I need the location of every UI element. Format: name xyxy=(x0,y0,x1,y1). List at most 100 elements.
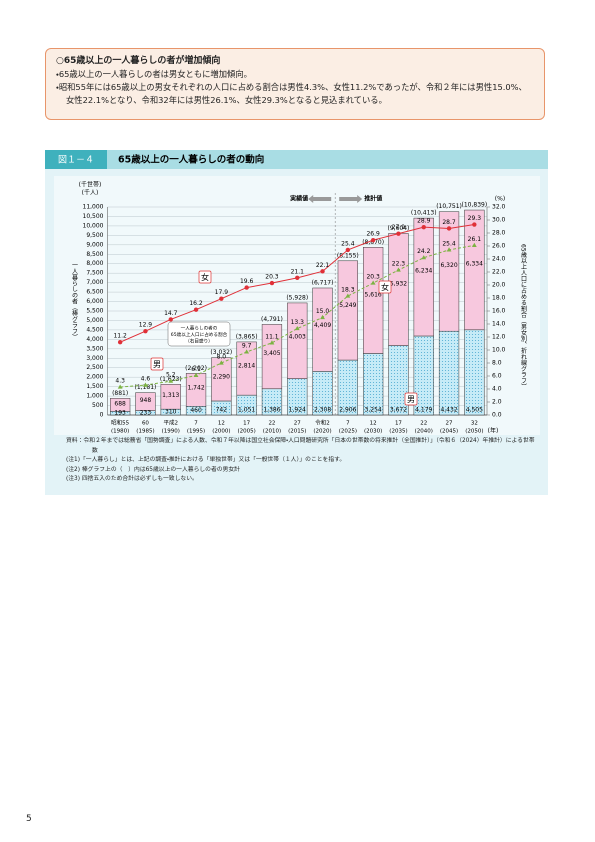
value-label: 742 xyxy=(216,407,228,414)
y-tick-label: 7,000 xyxy=(86,279,103,286)
summary-box: ○65歳以上の一人暮らしの者が増加傾向 ・65歳以上の一人暮らしの者は男女ともに… xyxy=(45,48,545,120)
notes: 資料：令和２年までは総務省「国勢調査」による人数、令和７年以降は国立社会保障・人… xyxy=(66,437,536,485)
value-label: 2,290 xyxy=(213,374,230,381)
point xyxy=(421,224,426,230)
point xyxy=(193,372,199,377)
bar-female xyxy=(312,287,333,372)
point xyxy=(345,247,351,253)
y-tick-label: 0 xyxy=(100,412,104,419)
point-label: 27.9 xyxy=(392,224,406,231)
total-label: (10,839) xyxy=(462,202,488,209)
annotation: 女 xyxy=(201,272,209,282)
point xyxy=(294,325,300,331)
point xyxy=(193,307,199,312)
point xyxy=(168,317,173,322)
y-tick-label: 8,000 xyxy=(86,260,103,267)
point-label: 17.9 xyxy=(215,289,229,296)
point xyxy=(117,340,123,345)
value-label: 3,405 xyxy=(263,350,280,357)
y-tick-label: 1,500 xyxy=(86,383,103,390)
annotation: 男 xyxy=(153,360,161,369)
y-tick-label: 2,500 xyxy=(86,364,103,371)
note: (注1)「一人暮らし」とは、上記の調査・推計における「単独世帯」又は「一般世帯（… xyxy=(66,457,346,463)
annotation-box xyxy=(198,270,212,284)
summary-heading: ○65歳以上の一人暮らしの者が増加傾向 xyxy=(56,56,221,66)
point xyxy=(143,328,148,334)
value-label: 2,814 xyxy=(238,362,255,369)
bar-female xyxy=(287,302,308,379)
x-tick-year: (2020) xyxy=(313,429,331,435)
x-tick-year: (2000) xyxy=(212,429,230,435)
bar-female xyxy=(337,260,358,361)
point xyxy=(143,382,148,387)
point-label: 29.3 xyxy=(468,215,482,222)
point-label: 22.1 xyxy=(316,262,330,269)
point xyxy=(244,349,250,354)
x-tick-label: 60 xyxy=(142,421,149,427)
value-label: 6,334 xyxy=(466,260,483,267)
point xyxy=(471,242,477,247)
annotation: 男 xyxy=(407,395,415,404)
bar-female xyxy=(363,247,384,354)
x-tick-label: 昭和55 xyxy=(111,419,129,427)
point-label: 24.2 xyxy=(417,248,431,255)
point-label: 26.9 xyxy=(366,231,380,238)
y2-tick-label: 14.0 xyxy=(492,321,506,328)
point xyxy=(320,269,325,274)
total-label: (10,413) xyxy=(411,210,437,217)
total-label: (10,751) xyxy=(436,203,462,210)
y2-unit: (%) xyxy=(495,196,505,203)
y2-tick-label: 24.0 xyxy=(492,256,506,263)
projected-label: 推計値 xyxy=(364,195,382,203)
y-tick-label: 9,500 xyxy=(86,232,103,239)
value-label: 2,906 xyxy=(339,407,356,414)
point xyxy=(269,340,275,345)
callout: 65歳以上人口に占める割合 xyxy=(171,331,228,338)
y2-tick-label: 18.0 xyxy=(492,295,506,302)
point xyxy=(370,237,376,243)
y2-tick-label: 32.0 xyxy=(492,204,506,211)
point-label: 13.3 xyxy=(291,319,305,326)
y2-tick-label: 12.0 xyxy=(492,334,506,341)
y-tick-label: 500 xyxy=(92,402,104,409)
bar-female xyxy=(388,233,409,346)
point-label: 11.1 xyxy=(265,333,279,340)
arrow xyxy=(339,195,363,203)
point-label: 18.3 xyxy=(341,287,355,294)
point xyxy=(168,378,174,383)
callout: 一人暮らしの者の xyxy=(181,325,218,332)
x-tick-year: (2050) xyxy=(465,429,483,435)
y2-axis-label: 65歳以上人口に占める割合（男女別、折れ線グラフ） xyxy=(520,244,527,390)
point-label: 28.9 xyxy=(417,218,431,225)
annotation-box xyxy=(378,280,392,294)
total-label: (5,928) xyxy=(286,294,308,301)
value-label: 1,313 xyxy=(162,392,179,399)
x-tick-label: 令和2 xyxy=(315,419,330,427)
annotation-box xyxy=(404,392,418,406)
point-label: 16.2 xyxy=(189,300,203,307)
x-tick-year: (2045) xyxy=(440,429,458,435)
y2-tick-label: 28.0 xyxy=(492,230,506,237)
y2-tick-label: 22.0 xyxy=(492,269,506,276)
value-label: 5,249 xyxy=(339,302,356,309)
value-label: 233 xyxy=(140,409,152,416)
y2-tick-label: 0.0 xyxy=(492,412,502,419)
y-tick-label: 5,000 xyxy=(86,317,103,324)
y-unit: (千人) xyxy=(82,189,99,197)
note: 資料：令和２年までは総務省「国勢調査」による人数、令和７年以降は国立社会保障・人… xyxy=(66,438,535,454)
x-tick-label: 32 xyxy=(471,421,478,427)
y2-tick-label: 6.0 xyxy=(492,373,502,380)
total-label: (881) xyxy=(112,390,128,397)
point xyxy=(396,267,401,272)
y-tick-label: 9,000 xyxy=(86,241,103,248)
y-tick-label: 8,500 xyxy=(86,251,103,258)
value-label: 310 xyxy=(165,409,177,416)
value-label: 460 xyxy=(190,407,202,414)
value-label: 4,432 xyxy=(440,407,457,414)
point xyxy=(244,285,249,290)
y2-tick-label: 26.0 xyxy=(492,243,506,250)
bar-female xyxy=(211,357,232,402)
y-tick-label: 11,000 xyxy=(83,204,104,211)
total-label: (1,181) xyxy=(135,384,157,391)
total-label: (3,865) xyxy=(236,333,258,340)
